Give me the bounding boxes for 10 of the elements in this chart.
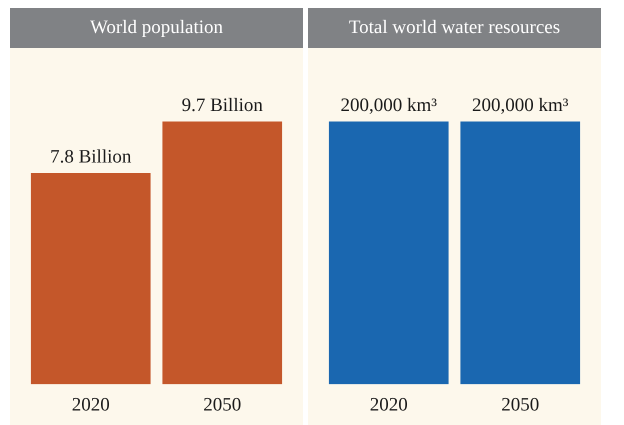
chart-title: Total world water resources <box>308 8 601 48</box>
data-label: 7.8 Billion <box>50 146 132 168</box>
x-tick-label: 2020 <box>72 394 110 416</box>
x-tick-label: 2020 <box>370 394 408 416</box>
data-label: 200,000 km³ <box>340 95 438 116</box>
data-label: 200,000 km³ <box>472 95 569 116</box>
data-label: 9.7 Billion <box>182 95 264 116</box>
x-tick-label: 2050 <box>203 394 242 416</box>
x-tick-label: 2050 <box>501 394 540 416</box>
chart-title: World population <box>10 8 303 48</box>
